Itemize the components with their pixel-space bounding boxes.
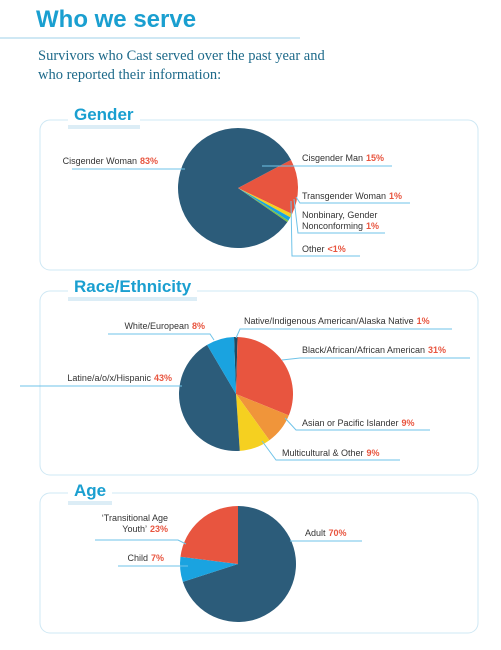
- pie-slice: [179, 344, 240, 451]
- category-label: Latine/a/o/x/Hispanic: [67, 373, 151, 383]
- slice-label: Multicultural & Other 9%: [282, 448, 380, 459]
- slice-label: White/European 8%: [124, 321, 205, 332]
- slice-label: Cisgender Man 15%: [302, 153, 384, 164]
- slice-label: Other <1%: [302, 244, 346, 255]
- category-label: Cisgender Man: [302, 153, 364, 163]
- pie-slice: [238, 188, 289, 223]
- panel: [39, 290, 479, 476]
- category-label: Transgender Woman: [302, 191, 387, 201]
- subtitle: Survivors who Cast served over the past …: [38, 48, 325, 83]
- pie-slice: [238, 188, 293, 218]
- value-label: 1%: [366, 221, 380, 231]
- leader-line: [295, 196, 410, 204]
- slice-label: Child 7%: [127, 553, 164, 564]
- leader-line: [281, 357, 470, 361]
- page-title: Who we serve: [36, 6, 197, 33]
- category-label: Native/Indigenous American/Alaska Native: [244, 316, 414, 326]
- pie-slice: [234, 337, 238, 394]
- slice-label: Nonbinary, Gender Nonconforming 1%: [302, 210, 414, 232]
- pie-slice: [207, 337, 236, 394]
- slice-label: Native/Indigenous American/Alaska Native…: [244, 316, 430, 327]
- category-label: Adult: [305, 528, 326, 538]
- pie-slice: [236, 337, 293, 416]
- category-label: Cisgender Woman: [62, 156, 137, 166]
- category-label: Nonbinary, Gender Nonconforming: [302, 210, 378, 231]
- leader-line: [290, 200, 360, 257]
- category-label: Multicultural & Other: [282, 448, 364, 458]
- pie-slice: [238, 159, 298, 215]
- panel: [39, 492, 479, 634]
- value-label: 70%: [328, 528, 347, 538]
- slice-label: Transgender Woman 1%: [302, 191, 402, 202]
- value-label: 9%: [401, 418, 415, 428]
- value-label: 8%: [191, 321, 205, 331]
- value-label: 23%: [149, 524, 168, 534]
- value-label: <1%: [327, 244, 346, 254]
- leader-line: [108, 333, 215, 341]
- category-label: White/European: [124, 321, 189, 331]
- leader-line: [95, 539, 187, 545]
- value-label: 43%: [153, 373, 172, 383]
- pie-slice: [180, 506, 238, 564]
- leader-line: [235, 328, 452, 339]
- pie-slice: [238, 188, 291, 221]
- pie-slice: [180, 556, 238, 582]
- value-label: 83%: [139, 156, 158, 166]
- slice-label: Cisgender Woman 83%: [63, 156, 158, 167]
- leader-line: [261, 440, 400, 461]
- chart-title: Race/Ethnicity: [68, 277, 198, 301]
- leader-line: [284, 417, 430, 431]
- leader-line: [293, 198, 385, 234]
- panel: [39, 119, 479, 271]
- slice-label: Black/African/African American 31%: [302, 345, 446, 356]
- value-label: 7%: [150, 553, 164, 563]
- slice-label: Adult 70%: [305, 528, 347, 539]
- chart-title: Gender: [68, 105, 140, 129]
- slice-label: Asian or Pacific Islander 9%: [302, 418, 415, 429]
- category-label: ‘Transitional Age Youth’: [101, 513, 168, 534]
- pie-slice: [236, 394, 289, 441]
- value-label: 1%: [389, 191, 403, 201]
- pie-slice: [236, 394, 270, 451]
- category-label: Other: [302, 244, 325, 254]
- slice-label: ‘Transitional Age Youth’ 23%: [78, 513, 168, 535]
- slice-label: Latine/a/o/x/Hispanic 43%: [67, 373, 172, 384]
- pie-slice: [182, 506, 296, 622]
- value-label: 15%: [366, 153, 385, 163]
- value-label: 31%: [428, 345, 447, 355]
- value-label: 9%: [366, 448, 380, 458]
- chart-title: Age: [68, 481, 113, 505]
- category-label: Asian or Pacific Islander: [302, 418, 399, 428]
- category-label: Child: [127, 553, 148, 563]
- category-label: Black/African/African American: [302, 345, 426, 355]
- pie-slice: [178, 128, 291, 248]
- value-label: 1%: [416, 316, 430, 326]
